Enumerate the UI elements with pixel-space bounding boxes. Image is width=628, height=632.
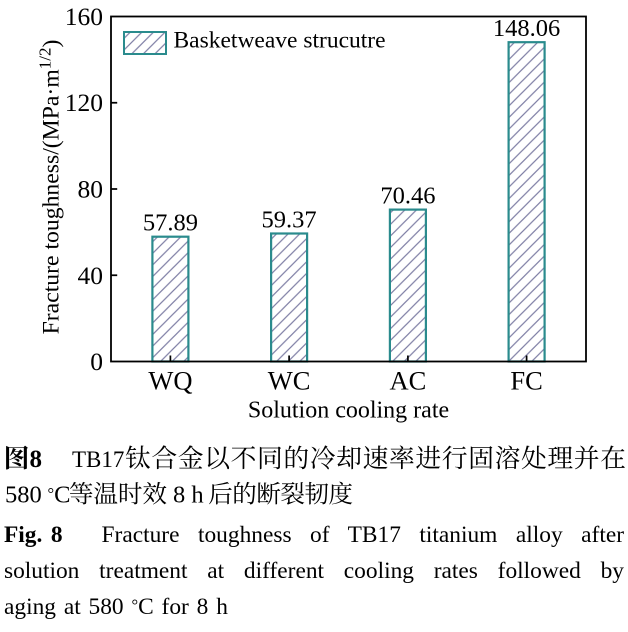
svg-text:°C: °C (48, 482, 71, 509)
svg-text:70.46: 70.46 (380, 182, 435, 209)
svg-text:Solution cooling rate: Solution cooling rate (248, 398, 449, 424)
svg-text:TB17: TB17 (72, 447, 124, 472)
svg-text:80: 80 (78, 175, 104, 204)
svg-text:8 h: 8 h (173, 482, 204, 509)
svg-text:Fracture toughness/(MPa·m1/2): Fracture toughness/(MPa·m1/2) (35, 40, 64, 335)
svg-text:40: 40 (78, 261, 104, 290)
svg-text:148.06: 148.06 (493, 15, 560, 42)
svg-text:59.37: 59.37 (262, 206, 317, 233)
svg-text:0: 0 (90, 347, 103, 376)
svg-text:8: 8 (30, 446, 43, 473)
svg-text:WC: WC (268, 365, 311, 395)
svg-text:120: 120 (65, 88, 103, 117)
svg-text:160: 160 (65, 2, 103, 31)
svg-text:FC: FC (510, 365, 542, 395)
svg-text:Basketweave strucutre: Basketweave strucutre (174, 28, 386, 54)
svg-text:AC: AC (389, 365, 426, 395)
svg-text:WQ: WQ (148, 365, 192, 395)
svg-text:57.89: 57.89 (143, 210, 198, 237)
svg-text:580: 580 (5, 482, 42, 509)
